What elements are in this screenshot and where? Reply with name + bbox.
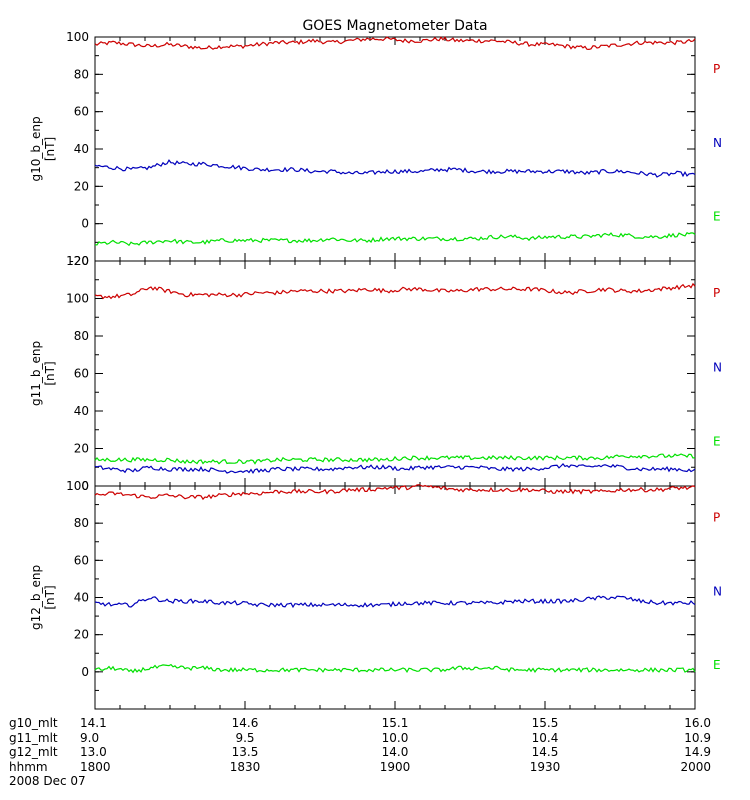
y-tick-label: 80 [74,516,89,530]
y-tick-label: 60 [74,367,89,381]
y-tick-label: 40 [74,142,89,156]
footer-value: 1800 [80,760,111,774]
series-line-n [94,595,696,609]
y-tick-label: 120 [66,254,89,268]
footer-value: 14.5 [532,745,559,759]
series-line-e [94,232,696,247]
y-tick-label: 60 [74,105,89,119]
y-tick-label: 100 [66,479,89,493]
y-axis-unit: [nT] [43,137,57,161]
y-axis-label: g11_b_enp [29,341,43,406]
series-line-e [94,453,696,465]
y-tick-label: -20 [69,254,89,268]
legend-label-n: N [713,136,722,150]
series-line-p [94,484,696,501]
footer-value: 15.1 [382,716,409,730]
y-tick-label: 100 [66,30,89,44]
y-tick-label: 80 [74,329,89,343]
y-tick-label: 0 [81,665,89,679]
y-tick-label: 20 [74,442,89,456]
footer-value: 10.9 [684,731,711,745]
legend-label-e: E [713,435,721,449]
series-line-n [94,462,696,475]
y-axis-unit: [nT] [43,361,57,385]
y-tick-label: 20 [74,179,89,193]
series-line-p [94,36,696,51]
legend-label-e: E [713,658,721,672]
y-tick-label: 0 [81,217,89,231]
footer-date: 2008 Dec 07 [9,774,86,788]
y-axis-label: g12_b_enp [29,565,43,630]
panel-2: 0 20 40 60 80 100 120 g11_b_enp [nT] P N E [29,254,722,493]
y-tick-label: 60 [74,553,89,567]
footer-row-label: g11_mlt [9,731,58,745]
footer-value: 13.0 [80,745,107,759]
footer-row-label: hhmm [9,760,48,774]
y-axis-unit: [nT] [43,585,57,609]
footer-value: 16.0 [684,716,711,730]
footer-value: 1930 [530,760,561,774]
footer-value: 10.4 [532,731,559,745]
footer-value: 14.9 [684,745,711,759]
footer-value: 13.5 [232,745,259,759]
series-line-n [94,159,696,178]
series-line-p [94,282,696,300]
legend-label-p: P [713,286,720,300]
legend-label-e: E [713,210,721,224]
y-tick-label: 100 [66,292,89,306]
footer-value: 14.6 [232,716,259,730]
footer-value: 14.0 [382,745,409,759]
y-tick-label: 40 [74,404,89,418]
series-line-e [94,663,696,674]
chart-title: GOES Magnetometer Data [302,18,487,34]
y-axis-label: g10_b_enp [29,116,43,181]
chart-footer: g10_mlt 14.1 14.6 15.1 15.5 16.0 g11_mlt 9.0 9.5… [9,716,711,788]
footer-value: 2000 [680,760,711,774]
footer-value: 15.5 [532,716,559,730]
y-tick-label: 0 [81,479,89,493]
footer-row-label: g12_mlt [9,745,58,759]
y-tick-label: 40 [74,591,89,605]
legend-label-p: P [713,511,720,525]
footer-value: 1900 [380,760,411,774]
footer-value: 9.5 [235,731,254,745]
footer-value: 10.0 [382,731,409,745]
footer-row-label: g10_mlt [9,716,58,730]
y-tick-label: 20 [74,628,89,642]
panel-3: 0 20 40 60 80 100 g12_b_enp [nT] P N E [29,479,722,710]
legend-label-n: N [713,584,722,598]
panel-1: -20 0 20 40 60 80 100 g10_b_enp [nT] P N E [29,30,722,268]
footer-value: 14.1 [80,716,107,730]
panel-frame [94,36,696,262]
legend-label-p: P [713,62,720,76]
footer-value: 1830 [230,760,261,774]
panel-frame [94,260,696,487]
legend-label-n: N [713,360,722,374]
footer-value: 9.0 [80,731,99,745]
y-tick-label: 80 [74,67,89,81]
